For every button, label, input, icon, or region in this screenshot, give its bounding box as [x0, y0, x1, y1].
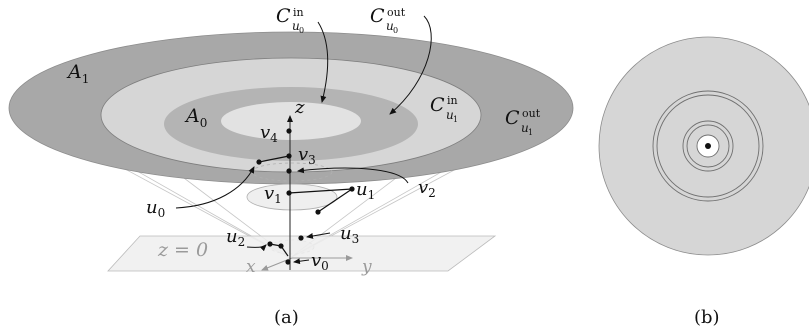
svg-text:v0: v0: [311, 250, 329, 273]
label-c-u0-out: C out u 0: [370, 5, 406, 35]
svg-text:out: out: [522, 107, 541, 120]
center-point: [705, 143, 711, 149]
svg-text:v1: v1: [264, 183, 282, 206]
label-v4: v4: [260, 122, 278, 145]
point-v1: [286, 190, 292, 196]
svg-text:A1: A1: [66, 61, 89, 86]
svg-text:u3: u3: [340, 223, 359, 246]
point-v3: [286, 153, 292, 159]
arrow-c-u0-out: [389, 15, 432, 115]
svg-text:u: u: [386, 19, 394, 33]
svg-text:u1: u1: [356, 179, 375, 202]
point-v4: [286, 128, 292, 134]
label-c-u1-in: C in u 1: [430, 94, 458, 124]
leader-arrows: [175, 15, 432, 265]
label-u3: u3: [340, 223, 359, 246]
point-u2: [267, 241, 273, 247]
plane-label: z = 0: [157, 239, 208, 261]
arrow-c-u0-in: [317, 21, 329, 103]
svg-text:u: u: [292, 19, 300, 33]
svg-text:0: 0: [393, 26, 398, 35]
svg-text:u: u: [446, 108, 454, 122]
z-axis-label: z: [294, 97, 305, 118]
svg-text:C: C: [370, 5, 385, 27]
svg-text:in: in: [293, 6, 304, 19]
svg-text:out: out: [387, 6, 406, 19]
point-u1: [349, 186, 355, 192]
svg-text:v2: v2: [418, 177, 436, 200]
svg-text:in: in: [447, 94, 458, 107]
arrow-v0: [293, 258, 310, 265]
figure-a: z = 0 x y z: [8, 5, 574, 328]
point-u3: [298, 235, 304, 241]
point-v0: [285, 259, 291, 265]
label-u2: u2: [226, 226, 245, 249]
arrow-u0: [175, 166, 255, 209]
svg-text:0: 0: [299, 26, 304, 35]
ring-b-1: [652, 90, 764, 202]
label-v3: v3: [298, 144, 316, 167]
ring-b-3: [682, 120, 734, 172]
label-v0: v0: [311, 250, 329, 273]
label-c-u0-in: C in u 0: [276, 5, 304, 35]
ring-b-2: [656, 94, 760, 198]
label-c-u1-out: C out u 1: [505, 107, 541, 137]
svg-text:C: C: [430, 94, 445, 116]
graph-vertices: [256, 128, 355, 265]
label-u0: u0: [146, 197, 165, 220]
label-v1: v1: [264, 183, 282, 206]
point-v2: [286, 168, 292, 174]
caption-b: (b): [694, 307, 720, 328]
caption-a: (a): [274, 307, 299, 328]
svg-text:u2: u2: [226, 226, 245, 249]
label-v2: v2: [418, 177, 436, 200]
label-a1: A1: [66, 61, 89, 86]
label-u1: u1: [356, 179, 375, 202]
svg-text:u: u: [521, 121, 529, 135]
svg-text:u0: u0: [146, 197, 165, 220]
ring-b-4: [686, 124, 730, 168]
arrow-u3: [306, 232, 331, 239]
arrow-u2: [246, 244, 267, 252]
svg-text:C: C: [276, 5, 291, 27]
svg-text:1: 1: [528, 128, 533, 137]
point-u1-foot: [315, 209, 321, 215]
svg-text:A0: A0: [184, 105, 207, 130]
point-u2-b: [278, 243, 284, 249]
y-axis-label: y: [361, 257, 372, 277]
svg-text:1: 1: [453, 115, 458, 124]
svg-text:v4: v4: [260, 122, 278, 145]
x-axis-label: x: [246, 257, 256, 277]
label-a0: A0: [184, 105, 207, 130]
point-u0: [256, 159, 262, 165]
figure-b: (b): [598, 36, 809, 328]
center-disk: [221, 102, 361, 140]
arrow-v2: [297, 167, 409, 184]
svg-text:v3: v3: [298, 144, 316, 167]
z0-plane: [107, 235, 497, 272]
svg-text:C: C: [505, 107, 520, 129]
